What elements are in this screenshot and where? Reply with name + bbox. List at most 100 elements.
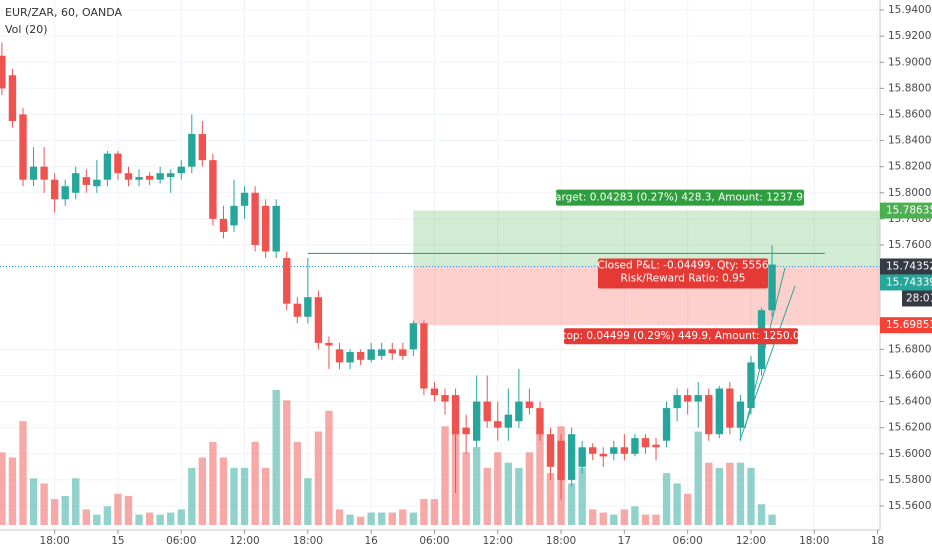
- volume-bar: [145, 512, 154, 525]
- volume-bar: [93, 514, 101, 525]
- last-price-label-bg: [880, 258, 932, 275]
- candle-body: [504, 414, 513, 428]
- candle-body: [188, 134, 196, 167]
- volume-bar: [314, 431, 323, 525]
- volume-bar: [209, 441, 217, 525]
- volume-bar: [515, 467, 523, 525]
- y-tick-label: 15.90000: [888, 56, 932, 68]
- volume-bar: [757, 504, 766, 525]
- candle-body: [652, 444, 660, 448]
- volume-bar: [29, 478, 38, 525]
- volume-bar: [409, 512, 418, 525]
- volume-bar: [240, 467, 249, 525]
- volume-bar: [0, 452, 6, 525]
- x-tick-label: 17: [618, 535, 631, 547]
- target-label: Target: 0.04283 (0.27%) 428.3, Amount: 1…: [549, 192, 810, 204]
- volume-bar: [378, 512, 386, 525]
- candle-body: [61, 186, 69, 200]
- volume-bar: [578, 467, 586, 525]
- x-tick-label: 18: [871, 535, 884, 547]
- candle-body: [399, 349, 407, 356]
- volume-bar: [72, 478, 80, 525]
- candle-body: [283, 258, 291, 304]
- x-tick-label: 15: [111, 535, 124, 547]
- volume-bar: [736, 462, 745, 525]
- volume-bar: [388, 512, 396, 525]
- volume-bar: [293, 441, 301, 525]
- volume-bar: [230, 467, 238, 525]
- candle-body: [135, 177, 143, 180]
- volume-bar: [641, 514, 650, 525]
- indicator-label: Vol (20): [5, 23, 48, 36]
- volume-bar: [673, 483, 681, 525]
- y-tick-label: 15.60000: [888, 448, 932, 460]
- volume-bar: [525, 452, 534, 525]
- candle-body: [230, 205, 238, 226]
- candle-body: [525, 401, 534, 409]
- volume-bar: [620, 509, 629, 525]
- target-price-label: 15.78635: [886, 205, 932, 217]
- candle-body: [620, 447, 629, 454]
- candle-body: [694, 395, 702, 402]
- candle-body: [451, 395, 460, 435]
- candle-body: [726, 388, 734, 428]
- candle-body: [367, 349, 375, 360]
- volume-bar: [50, 499, 59, 525]
- y-tick-label: 15.82000: [888, 161, 932, 173]
- volume-bar: [251, 441, 259, 525]
- volume-bar: [335, 509, 344, 525]
- candle-body: [261, 205, 270, 252]
- stop-price-label: 15.69853: [886, 319, 932, 331]
- volume-bar: [483, 467, 491, 525]
- y-tick-label: 15.62000: [888, 422, 932, 434]
- y-tick-label: 15.68000: [888, 343, 932, 355]
- candle-body: [462, 427, 470, 435]
- x-tick-label: 16: [364, 535, 378, 547]
- x-tick-label: 12:00: [483, 535, 513, 547]
- y-tick-label: 15.94000: [888, 4, 932, 16]
- volume-bar: [652, 514, 660, 525]
- volume-bar: [504, 462, 513, 525]
- candle-body: [103, 153, 112, 180]
- candle-body: [314, 297, 323, 343]
- candle-body: [483, 401, 491, 422]
- volume-bar: [135, 514, 143, 525]
- x-tick-label: 06:00: [419, 535, 449, 547]
- candle-body: [251, 192, 259, 245]
- candle-body: [0, 55, 6, 89]
- stop-price-label-bg: [880, 317, 932, 334]
- candle-body: [420, 323, 428, 389]
- candle-body: [145, 175, 154, 180]
- candle-body: [272, 205, 280, 252]
- candle-body: [641, 438, 650, 448]
- candle-body: [346, 351, 354, 363]
- volume-bar: [662, 473, 671, 525]
- y-tick-label: 15.88000: [888, 82, 932, 94]
- candle-body: [198, 134, 207, 161]
- volume-bar: [103, 506, 112, 525]
- candle-body: [335, 349, 344, 363]
- volume-bar: [19, 421, 27, 525]
- candle-body: [50, 179, 59, 200]
- candle-body: [589, 447, 597, 454]
- volume-bar: [177, 509, 185, 525]
- x-tick-label: 06:00: [673, 535, 703, 547]
- candle-body: [388, 349, 396, 354]
- volume-bar: [589, 509, 597, 525]
- last-price-label: 15.74352: [886, 260, 932, 272]
- x-tick-label: 18:00: [293, 535, 323, 547]
- volume-bar: [462, 452, 470, 525]
- candle-body: [19, 114, 27, 180]
- volume-bar: [494, 452, 502, 525]
- volume-bar: [346, 514, 354, 525]
- candle-body: [631, 438, 639, 454]
- candle-body: [515, 401, 523, 422]
- target-zone: [413, 210, 880, 267]
- countdown: 28:01: [906, 292, 932, 304]
- countdown-bg: [902, 290, 932, 307]
- x-tick-label: 12:00: [229, 535, 259, 547]
- volume-bar: [124, 495, 133, 525]
- candle-body: [599, 453, 607, 457]
- candle-body: [673, 395, 681, 409]
